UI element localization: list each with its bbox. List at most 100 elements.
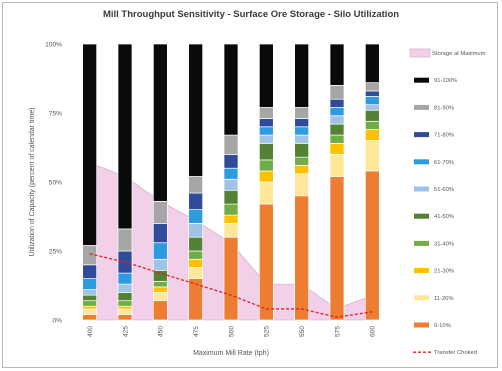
bar-500-21-30% xyxy=(223,214,239,224)
bar-425-91-100% xyxy=(117,43,133,230)
bar-525-41-50% xyxy=(258,143,274,161)
legend-label: 91-100% xyxy=(434,78,457,84)
x-tick-label: 550 xyxy=(299,326,306,337)
transfer-choked-line xyxy=(89,253,373,318)
bar-475-21-30% xyxy=(188,258,204,268)
legend-label: 0-10% xyxy=(434,323,451,329)
legend-swatch-11-20% xyxy=(414,295,429,301)
bar-525-0-10% xyxy=(258,203,274,321)
legend-label: 81-90% xyxy=(434,105,454,111)
y-tick-label: 25% xyxy=(49,248,62,255)
bar-400-21-30% xyxy=(82,305,98,310)
legend-swatch-0-10% xyxy=(414,322,429,328)
bar-600-11-20% xyxy=(364,140,380,172)
x-tick-label: 450 xyxy=(158,326,165,337)
y-tick-label: 100% xyxy=(45,41,62,48)
bar-550-0-10% xyxy=(294,195,310,321)
x-tick-label: 500 xyxy=(228,326,235,337)
bar-575-51-60% xyxy=(329,115,345,125)
legend-label: 51-60% xyxy=(434,187,454,193)
chart-frame xyxy=(2,2,498,368)
y-axis-label: Utilization of Capacity (percent of cale… xyxy=(29,107,36,256)
legend-swatch-31-40% xyxy=(414,240,429,246)
bar-500-11-20% xyxy=(223,223,239,238)
bar-400-51-60% xyxy=(82,289,98,296)
bar-550-71-80% xyxy=(294,118,310,128)
bar-525-61-70% xyxy=(258,126,274,136)
bar-425-81-90% xyxy=(117,228,133,252)
bar-600-61-70% xyxy=(364,96,380,106)
legend-swatch-91-100% xyxy=(414,77,429,83)
x-tick-label: 525 xyxy=(264,326,271,337)
bar-425-11-20% xyxy=(117,308,133,315)
bar-450-31-40% xyxy=(152,281,168,288)
bar-475-81-90% xyxy=(188,176,204,194)
bar-500-81-90% xyxy=(223,134,239,155)
bar-450-51-60% xyxy=(152,258,168,271)
bar-500-0-10% xyxy=(223,236,239,321)
bar-550-41-50% xyxy=(294,143,310,158)
bar-575-21-30% xyxy=(329,143,345,155)
bar-425-21-30% xyxy=(117,305,133,310)
bar-550-11-20% xyxy=(294,173,310,197)
bar-400-41-50% xyxy=(82,294,98,302)
bar-575-81-90% xyxy=(329,85,345,100)
bar-400-91-100% xyxy=(82,43,98,246)
legend-label: 61-70% xyxy=(434,160,454,166)
bar-425-51-60% xyxy=(117,283,133,293)
bar-475-61-70% xyxy=(188,209,204,224)
bar-575-91-100% xyxy=(329,43,345,86)
legend-swatch-61-70% xyxy=(414,159,429,165)
bar-475-41-50% xyxy=(188,236,204,252)
bar-425-61-70% xyxy=(117,272,133,285)
legend-label: Storage at Maximum xyxy=(432,51,486,57)
bar-475-31-40% xyxy=(188,250,204,260)
bar-525-71-80% xyxy=(258,118,274,128)
bar-550-61-70% xyxy=(294,126,310,136)
legend-swatch-21-30% xyxy=(414,268,429,274)
bar-575-61-70% xyxy=(329,107,345,117)
legend-label: 41-50% xyxy=(434,214,454,220)
x-axis-label: Maximum Mill Rate (tph) xyxy=(193,350,269,357)
bar-525-51-60% xyxy=(258,134,274,144)
bar-475-51-60% xyxy=(188,223,204,238)
bar-400-11-20% xyxy=(82,308,98,315)
bar-600-81-90% xyxy=(364,82,380,92)
bar-600-31-40% xyxy=(364,120,380,130)
bar-600-21-30% xyxy=(364,129,380,141)
bar-575-11-20% xyxy=(329,154,345,177)
bar-425-31-40% xyxy=(117,300,133,307)
bar-500-41-50% xyxy=(223,189,239,205)
bar-475-91-100% xyxy=(188,43,204,177)
bar-475-11-20% xyxy=(188,267,204,279)
bar-425-41-50% xyxy=(117,292,133,302)
legend-label: 31-40% xyxy=(434,241,454,247)
y-tick-label: 0% xyxy=(52,317,62,324)
legend-swatch-71-80% xyxy=(414,132,429,138)
legend-swatch-81-90% xyxy=(414,104,429,110)
bar-475-71-80% xyxy=(188,192,204,210)
x-tick-label: 600 xyxy=(370,326,377,337)
bar-600-41-50% xyxy=(364,109,380,122)
bar-525-21-30% xyxy=(258,170,274,183)
bar-425-0-10% xyxy=(117,314,133,321)
bar-550-81-90% xyxy=(294,107,310,119)
bar-500-31-40% xyxy=(223,203,239,216)
legend-swatch-51-60% xyxy=(414,186,429,192)
bar-400-61-70% xyxy=(82,278,98,290)
bar-450-41-50% xyxy=(152,269,168,282)
bar-600-0-10% xyxy=(364,170,380,321)
bar-450-91-100% xyxy=(152,43,168,202)
bar-575-71-80% xyxy=(329,98,345,108)
x-tick-label: 475 xyxy=(193,326,200,337)
y-tick-label: 75% xyxy=(49,110,62,117)
bar-400-31-40% xyxy=(82,300,98,307)
legend-label: 71-80% xyxy=(434,133,454,139)
x-tick-label: 425 xyxy=(122,326,129,337)
bar-525-91-100% xyxy=(258,43,274,108)
y-tick-label: 50% xyxy=(49,179,62,186)
bar-450-81-90% xyxy=(152,200,168,224)
bar-575-31-40% xyxy=(329,134,345,144)
legend-label: Transfer Choked xyxy=(434,350,477,356)
